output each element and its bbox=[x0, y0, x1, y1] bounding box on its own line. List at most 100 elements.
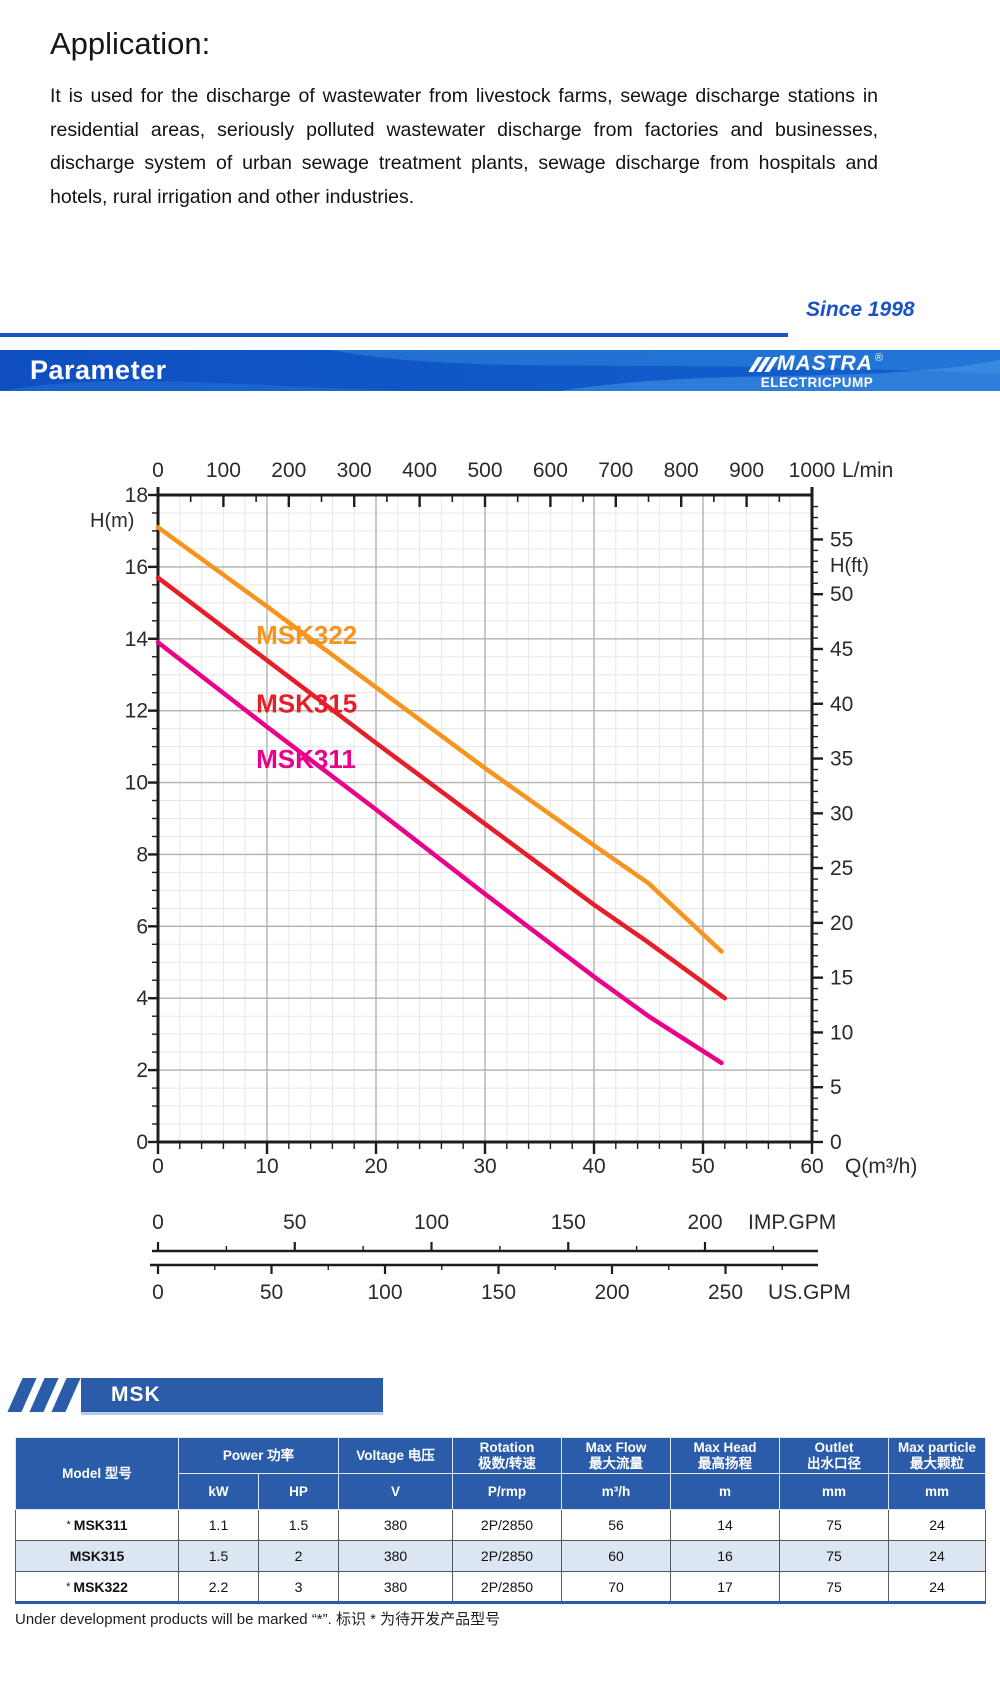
svg-text:60: 60 bbox=[800, 1155, 823, 1178]
registered-mark-icon: ® bbox=[875, 352, 883, 364]
svg-text:2: 2 bbox=[136, 1059, 148, 1082]
brand-subtitle: ELECTRICPUMP bbox=[722, 375, 912, 390]
svg-text:40: 40 bbox=[582, 1155, 605, 1178]
svg-text:600: 600 bbox=[533, 459, 568, 482]
badge-label: MSK bbox=[81, 1378, 383, 1412]
cell-value: 70 bbox=[562, 1572, 671, 1603]
curve-MSK322 bbox=[158, 527, 722, 951]
svg-text:900: 900 bbox=[729, 459, 764, 482]
svg-text:50: 50 bbox=[283, 1211, 306, 1234]
col-header-max-flow: Max Flow 最大流量 bbox=[562, 1438, 671, 1474]
cell-value: 75 bbox=[780, 1572, 889, 1603]
application-title: Application: bbox=[50, 26, 210, 62]
svg-text:0: 0 bbox=[136, 1131, 148, 1154]
svg-text:10: 10 bbox=[125, 772, 148, 795]
page: 01002003004005006007008009001000L/min024… bbox=[0, 0, 1000, 1694]
svg-text:150: 150 bbox=[551, 1211, 586, 1234]
svg-text:300: 300 bbox=[337, 459, 372, 482]
cell-value: 2 bbox=[259, 1541, 339, 1572]
svg-text:250: 250 bbox=[708, 1281, 743, 1304]
cell-value: 380 bbox=[339, 1510, 453, 1541]
banner-title: Parameter bbox=[30, 350, 167, 391]
svg-text:0: 0 bbox=[152, 1281, 164, 1304]
svg-text:US.GPM: US.GPM bbox=[768, 1281, 851, 1304]
unit-m3h: m³/h bbox=[562, 1474, 671, 1510]
col-header-outlet: Outlet 出水口径 bbox=[780, 1438, 889, 1474]
under-development-marker: * bbox=[67, 1519, 71, 1531]
cell-value: 2.2 bbox=[179, 1572, 259, 1603]
cell-value: 60 bbox=[562, 1541, 671, 1572]
svg-text:50: 50 bbox=[830, 583, 853, 606]
cell-value: 14 bbox=[671, 1510, 780, 1541]
axis-left-hm: 024681012141618H(m) bbox=[90, 484, 158, 1154]
unit-v: V bbox=[339, 1474, 453, 1510]
cell-value: 1.1 bbox=[179, 1510, 259, 1541]
cell-value: 16 bbox=[671, 1541, 780, 1572]
svg-text:18: 18 bbox=[125, 484, 148, 507]
cell-value: 75 bbox=[780, 1510, 889, 1541]
svg-text:400: 400 bbox=[402, 459, 437, 482]
col-header-max-particle: Max particle 最大颗粒 bbox=[889, 1438, 986, 1474]
cell-value: 380 bbox=[339, 1541, 453, 1572]
svg-text:25: 25 bbox=[830, 857, 853, 880]
svg-text:H(m): H(m) bbox=[90, 510, 134, 532]
svg-text:30: 30 bbox=[830, 802, 853, 825]
axis-right-hft: 0510152025303540455055H(ft) bbox=[812, 507, 869, 1154]
col-header-rotation: Rotation 极数/转速 bbox=[453, 1438, 562, 1474]
svg-text:150: 150 bbox=[481, 1281, 516, 1304]
cell-model: MSK315 bbox=[16, 1541, 179, 1572]
svg-text:1000: 1000 bbox=[789, 459, 836, 482]
cell-model: *MSK322 bbox=[16, 1572, 179, 1603]
cell-value: 56 bbox=[562, 1510, 671, 1541]
table-row: *MSK3222.233802P/285070177524 bbox=[16, 1572, 986, 1603]
cell-value: 24 bbox=[889, 1572, 986, 1603]
cell-value: 75 bbox=[780, 1541, 889, 1572]
axis-bottom-q: 0102030405060Q(m³/h) bbox=[152, 1142, 917, 1178]
cell-value: 2P/2850 bbox=[453, 1510, 562, 1541]
cell-value: 2P/2850 bbox=[453, 1572, 562, 1603]
unit-kw: kW bbox=[179, 1474, 259, 1510]
svg-text:14: 14 bbox=[125, 628, 149, 651]
msk-badge: MSK bbox=[15, 1378, 383, 1412]
svg-text:200: 200 bbox=[687, 1211, 722, 1234]
col-header-power: Power 功率 bbox=[179, 1438, 339, 1474]
svg-text:5: 5 bbox=[830, 1076, 842, 1099]
svg-text:100: 100 bbox=[367, 1281, 402, 1304]
axis-top-lmin: 01002003004005006007008009001000L/min bbox=[152, 459, 893, 507]
col-header-model: Model 型号 bbox=[16, 1438, 179, 1510]
svg-text:30: 30 bbox=[473, 1155, 496, 1178]
svg-text:200: 200 bbox=[271, 459, 306, 482]
svg-text:6: 6 bbox=[136, 915, 148, 938]
curve-label-MSK322: MSK322 bbox=[256, 620, 357, 650]
col-header-max-head: Max Head 最高扬程 bbox=[671, 1438, 780, 1474]
svg-text:800: 800 bbox=[664, 459, 699, 482]
cell-value: 380 bbox=[339, 1572, 453, 1603]
cell-value: 1.5 bbox=[179, 1541, 259, 1572]
svg-text:20: 20 bbox=[830, 912, 853, 935]
svg-text:200: 200 bbox=[594, 1281, 629, 1304]
svg-text:20: 20 bbox=[364, 1155, 387, 1178]
svg-text:IMP.GPM: IMP.GPM bbox=[748, 1211, 836, 1234]
svg-text:55: 55 bbox=[830, 528, 853, 551]
col-header-voltage: Voltage 电压 bbox=[339, 1438, 453, 1474]
svg-text:8: 8 bbox=[136, 843, 148, 866]
svg-text:100: 100 bbox=[206, 459, 241, 482]
curve-label-MSK315: MSK315 bbox=[256, 688, 357, 718]
footnote: Under development products will be marke… bbox=[15, 1608, 500, 1629]
svg-text:35: 35 bbox=[830, 748, 853, 771]
table-row: MSK3151.523802P/285060167524 bbox=[16, 1541, 986, 1572]
svg-text:4: 4 bbox=[136, 987, 148, 1010]
svg-text:0: 0 bbox=[152, 1211, 164, 1234]
cell-value: 17 bbox=[671, 1572, 780, 1603]
curve-label-MSK311: MSK311 bbox=[256, 744, 356, 774]
svg-text:500: 500 bbox=[467, 459, 502, 482]
cell-value: 24 bbox=[889, 1510, 986, 1541]
unit-mm-particle: mm bbox=[889, 1474, 986, 1510]
svg-text:H(ft): H(ft) bbox=[830, 555, 869, 577]
svg-text:40: 40 bbox=[830, 693, 853, 716]
svg-text:0: 0 bbox=[152, 1155, 164, 1178]
mastra-logo: MASTRA ® ELECTRICPUMP bbox=[722, 353, 912, 390]
svg-text:100: 100 bbox=[414, 1211, 449, 1234]
mastra-logo-mark: MASTRA ® bbox=[722, 353, 912, 375]
under-development-marker: * bbox=[66, 1581, 70, 1593]
